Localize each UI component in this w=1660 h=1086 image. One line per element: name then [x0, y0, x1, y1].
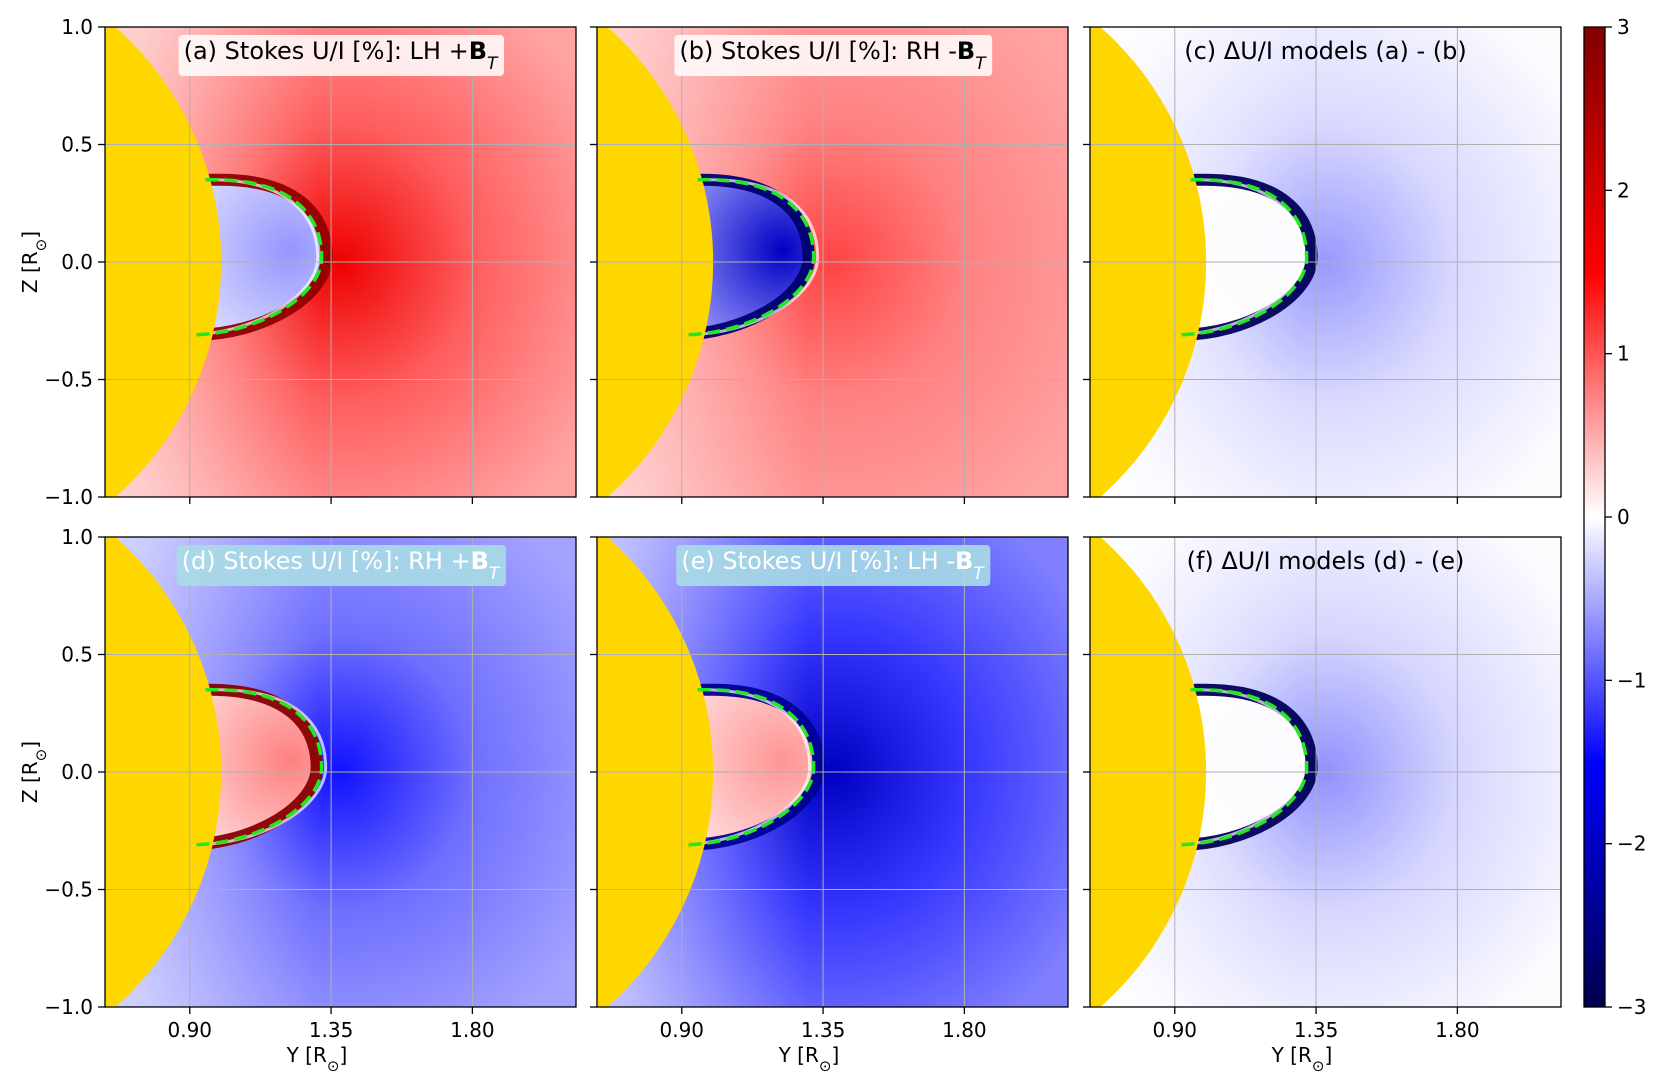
colorbar-tick-label: −2: [1617, 832, 1646, 856]
y-tick-label: 1.0: [61, 525, 93, 549]
loop-outline: [1174, 688, 1309, 847]
y-tick-label: 1.0: [61, 15, 93, 39]
x-tick-label: 1.35: [1294, 1018, 1339, 1042]
y-tick-label: −1.0: [44, 995, 93, 1019]
panel-b: (b) Stokes U/I [%]: RH -BT: [590, 26, 1069, 504]
panel-title: (f) ΔU/I models (d) - (e): [1187, 547, 1465, 575]
panel-f: 0.90 1.35 1.80 Y [R⊙] (f) ΔU/I models (d) - …: [1083, 536, 1562, 1075]
x-axis-label: Y [R⊙]: [778, 1043, 840, 1075]
panels: 1.0 0.5 0.0 −0.5 −1.0 Z [R⊙] (a) Stokes U/I [%…: [18, 15, 1562, 1075]
y-tick-label: −0.5: [44, 878, 93, 902]
colorbar: 3 2 1 0 −1 −2 −3: [1583, 15, 1646, 1019]
y-tick-label: −1.0: [44, 485, 93, 509]
colorbar-tick-label: −1: [1617, 668, 1646, 692]
panel-title-box: [676, 545, 991, 586]
colorbar-tick-label: 2: [1617, 178, 1630, 202]
panel-title: (c) ΔU/I models (a) - (b): [1184, 37, 1467, 65]
x-tick-label: 0.90: [660, 1018, 705, 1042]
panel-title-box: [674, 35, 993, 76]
loop-outline: [1174, 178, 1309, 337]
x-tick-label: 0.90: [1153, 1018, 1198, 1042]
x-tick-label: 1.80: [450, 1018, 495, 1042]
panel-title-box: [178, 35, 504, 76]
x-tick-label: 1.35: [309, 1018, 354, 1042]
colorbar-tick-label: −3: [1617, 995, 1646, 1019]
loop-outline: [681, 688, 816, 847]
grid: [1090, 27, 1561, 497]
colorbar-gradient: [1583, 26, 1606, 1008]
panel-d: 0.90 1.35 1.80 1.0 0.5 0.0 −0.5 −1.0 Z [R⊙] Y [R⊙…: [18, 525, 577, 1075]
panel-title: (a) Stokes U/I [%]: LH +BT: [184, 37, 499, 74]
x-tick-label: 1.80: [1435, 1018, 1480, 1042]
loop-outline: [189, 178, 324, 337]
y-tick-label: 0.5: [61, 643, 93, 667]
colorbar-tick-label: 3: [1617, 15, 1630, 39]
x-tick-label: 0.90: [168, 1018, 213, 1042]
grid: [105, 27, 576, 497]
y-axis-label: Z [R⊙]: [18, 231, 50, 293]
grid: [105, 537, 576, 1007]
grid: [597, 537, 1068, 1007]
colorbar-tick-label: 0: [1617, 505, 1630, 529]
grid: [1090, 537, 1561, 1007]
panel-e: 0.90 1.35 1.80 Y [R⊙] (e) Stokes U/I [%]: LH…: [590, 536, 1069, 1075]
panel-title-box: [176, 545, 506, 586]
panel-title: (e) Stokes U/I [%]: LH -BT: [681, 547, 985, 584]
loop-outline: [189, 688, 324, 847]
panel-a: 1.0 0.5 0.0 −0.5 −1.0 Z [R⊙] (a) Stokes U/I [%…: [18, 15, 577, 509]
panel-title: (d) Stokes U/I [%]: RH +BT: [182, 547, 501, 584]
x-tick-label: 1.35: [801, 1018, 846, 1042]
y-tick-label: 0.0: [61, 760, 93, 784]
y-tick-label: 0.5: [61, 133, 93, 157]
x-tick-label: 1.80: [942, 1018, 987, 1042]
loop-outline: [681, 178, 816, 337]
grid: [597, 27, 1068, 497]
panel-c: (c) ΔU/I models (a) - (b): [1083, 26, 1562, 504]
panel-title: (b) Stokes U/I [%]: RH -BT: [679, 37, 987, 74]
y-tick-label: 0.0: [61, 250, 93, 274]
y-tick-label: −0.5: [44, 368, 93, 392]
colorbar-tick-label: 1: [1617, 342, 1630, 366]
x-axis-label: Y [R⊙]: [286, 1043, 348, 1075]
y-axis-label: Z [R⊙]: [18, 741, 50, 803]
x-axis-label: Y [R⊙]: [1271, 1043, 1333, 1075]
